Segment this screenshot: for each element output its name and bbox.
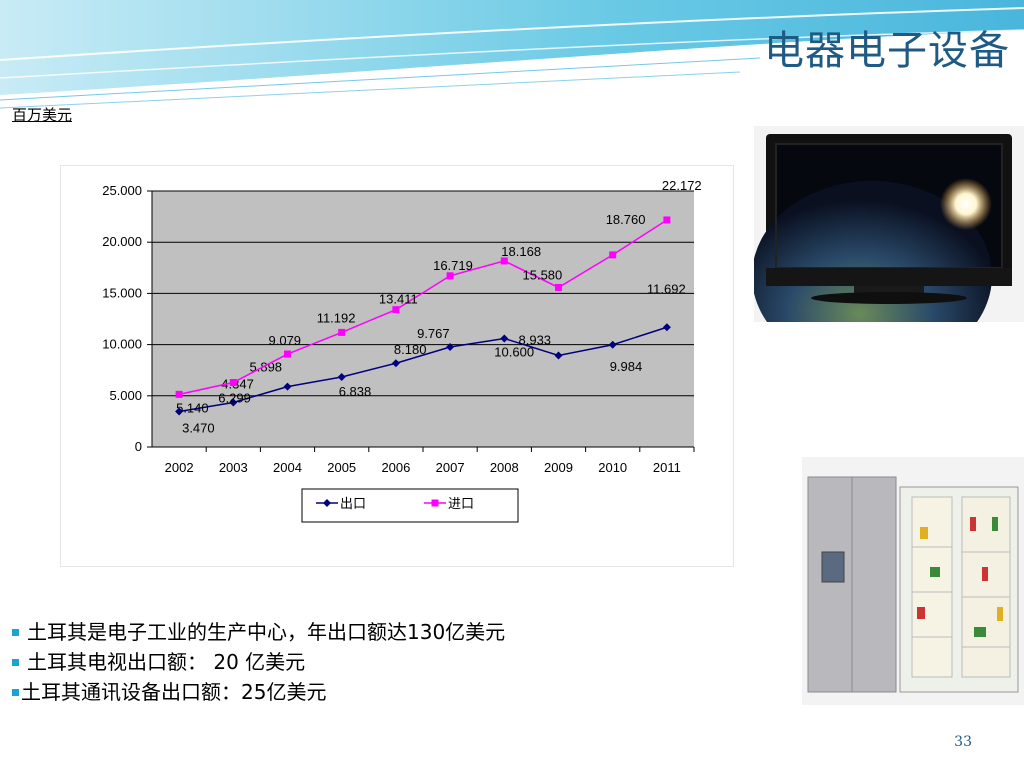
data-label: 5.898 — [250, 360, 283, 375]
bullet-item: 土耳其是电子工业的生产中心，年出口额达130亿美元 — [12, 617, 505, 647]
data-label: 8.180 — [394, 342, 427, 357]
bullet-icon — [12, 688, 19, 696]
data-label: 3.470 — [182, 420, 215, 435]
x-tick-label: 2004 — [273, 460, 302, 475]
legend-label: 出口 — [340, 497, 366, 512]
x-tick-label: 2008 — [490, 460, 519, 475]
legend-label: 进口 — [448, 497, 474, 512]
y-tick-label: 25.000 — [102, 183, 142, 198]
data-point — [392, 306, 400, 314]
x-tick-label: 2007 — [436, 460, 465, 475]
tv-image — [752, 126, 1024, 371]
data-point — [608, 340, 617, 349]
data-label: 18.168 — [501, 244, 541, 259]
series-line — [178, 219, 668, 396]
data-point — [175, 390, 183, 398]
bullet-list: 土耳其是电子工业的生产中心，年出口额达130亿美元 土耳其电视出口额： 20 亿… — [12, 617, 505, 707]
data-label: 16.719 — [433, 258, 473, 273]
legend — [301, 488, 519, 523]
x-tick-label: 2002 — [165, 460, 194, 475]
data-label: 15.580 — [523, 267, 563, 282]
data-label: 6.838 — [339, 384, 372, 399]
line-chart: 0 5.000 10.000 15.000 20.000 25.000 2002 2003 20… — [102, 178, 702, 523]
data-point — [500, 257, 508, 265]
bullet-text: 土耳其电视出口额： 20 亿美元 — [27, 650, 306, 674]
series-line — [178, 326, 668, 413]
data-label: 13.411 — [379, 292, 418, 307]
bullet-text: 土耳其通讯设备出口额：25亿美元 — [21, 680, 327, 704]
data-point — [446, 342, 455, 351]
x-tick-label: 2005 — [327, 460, 356, 475]
data-label: 11.692 — [647, 281, 686, 296]
y-tick-label: 10.000 — [102, 337, 142, 352]
fridge-illustration — [807, 476, 1019, 693]
data-label: 22.172 — [662, 178, 702, 193]
data-point — [555, 283, 562, 291]
plot-area — [152, 191, 694, 447]
x-tick-label: 2011 — [653, 460, 681, 475]
slide-title: 电器电子设备 — [764, 28, 1010, 74]
page-number: 33 — [954, 734, 972, 750]
data-label: 5.140 — [176, 400, 209, 415]
bullet-item: 土耳其电视出口额： 20 亿美元 — [12, 647, 505, 677]
data-point — [663, 216, 671, 224]
y-tick-label: 5.000 — [109, 388, 142, 403]
x-tick-label: 2009 — [544, 460, 573, 475]
data-label: 9.984 — [610, 359, 643, 374]
data-point — [284, 350, 291, 358]
data-point — [175, 407, 184, 416]
legend-marker — [323, 499, 331, 507]
x-tick-label: 2010 — [598, 460, 627, 475]
data-point — [609, 251, 617, 259]
data-point — [229, 398, 238, 407]
data-point — [338, 328, 346, 336]
data-point — [500, 334, 509, 343]
bullet-icon — [12, 628, 19, 636]
data-label: 9.767 — [417, 326, 450, 341]
data-point — [662, 323, 671, 332]
data-label: 11.192 — [317, 310, 356, 325]
y-tick-label: 15.000 — [102, 285, 142, 300]
unit-label: 百万美元 — [12, 106, 73, 124]
data-label: 10.600 — [494, 344, 534, 359]
bullet-text: 土耳其是电子工业的生产中心，年出口额达130亿美元 — [27, 620, 506, 644]
data-point — [446, 272, 454, 280]
x-tick-label: 2006 — [381, 460, 410, 475]
data-point — [554, 351, 563, 360]
x-tick-label: 2003 — [219, 460, 248, 475]
bullet-item: 土耳其通讯设备出口额：25亿美元 — [12, 677, 505, 707]
data-point — [337, 372, 346, 381]
header-swoosh — [0, 0, 1024, 109]
bullet-icon — [12, 658, 19, 666]
data-label: 9.079 — [269, 333, 302, 348]
data-point — [283, 382, 292, 391]
data-point — [391, 359, 400, 368]
data-label: 8.933 — [519, 333, 552, 348]
data-label: 18.760 — [606, 212, 646, 227]
fridge-image — [802, 457, 1024, 705]
legend-marker — [431, 499, 439, 507]
data-label: 6.299 — [218, 390, 251, 405]
data-label: 4.347 — [221, 376, 254, 391]
y-tick-label: 20.000 — [102, 234, 142, 249]
tv-illustration — [752, 134, 1012, 371]
data-point — [229, 378, 237, 386]
y-tick-label: 0 — [135, 439, 142, 454]
chart-container: 0 5.000 10.000 15.000 20.000 25.000 2002 2003 20… — [60, 165, 734, 567]
